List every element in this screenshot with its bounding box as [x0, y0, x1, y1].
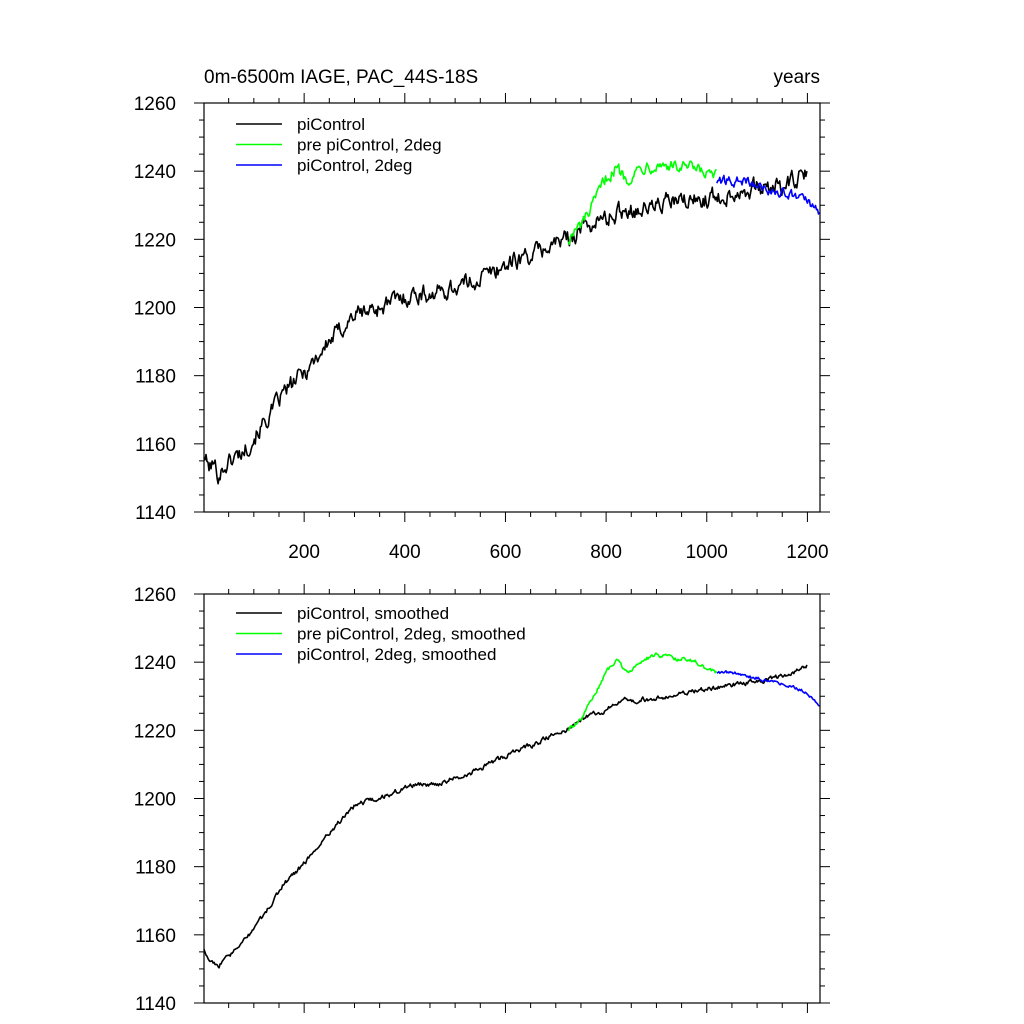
y-tick-label: 1240 [134, 653, 176, 674]
y-tick-label: 1180 [135, 858, 176, 879]
x-tick-label: 600 [490, 542, 522, 563]
x-tick-label: 1200 [786, 542, 828, 563]
y-tick-label: 1160 [135, 435, 176, 456]
series-line [716, 174, 821, 215]
tick-marks [194, 584, 830, 1013]
y-tick-label: 1180 [135, 367, 176, 388]
y-tick-label: 1140 [135, 503, 176, 524]
y-tick-label: 1260 [134, 94, 176, 115]
series-line [203, 664, 808, 969]
panel-top: 1140 1160 1180 1200 1220 1240 1260 200 400 600 80… [134, 93, 830, 563]
series-line [203, 169, 808, 485]
panel-bottom: 1140 1160 1180 1200 1220 1240 1260 piControl, … [134, 584, 830, 1015]
plot-lines [203, 652, 820, 969]
y-tick-label: 1140 [135, 994, 176, 1015]
y-tick-label: 1220 [134, 230, 176, 251]
legend-label: piControl, smoothed [297, 604, 449, 623]
series-line [567, 652, 717, 732]
x-tick-labels: 200 400 600 800 1000 1200 [288, 542, 828, 563]
chart-title-right: years [774, 67, 820, 88]
x-tick-label: 400 [389, 542, 421, 563]
legend: piControl, smoothed pre piControl, 2deg, … [236, 604, 526, 664]
series-line [567, 160, 717, 245]
y-tick-label: 1220 [134, 721, 176, 742]
tick-marks [194, 93, 830, 522]
y-tick-labels: 1140 1160 1180 1200 1220 1240 1260 [134, 585, 176, 1015]
chart-title: 0m-6500m IAGE, PAC_44S-18S [204, 67, 478, 88]
x-tick-label: 800 [590, 542, 622, 563]
legend-label: pre piControl, 2deg [297, 136, 442, 155]
y-tick-label: 1160 [135, 926, 176, 947]
y-tick-label: 1200 [134, 790, 176, 811]
x-tick-label: 1000 [686, 542, 728, 563]
legend-label: pre piControl, 2deg, smoothed [297, 625, 526, 644]
series-line [716, 669, 820, 707]
y-tick-label: 1260 [134, 585, 176, 606]
y-tick-label: 1240 [134, 162, 176, 183]
y-tick-label: 1200 [134, 299, 176, 320]
legend-label: piControl, 2deg [297, 156, 412, 175]
legend-label: piControl, 2deg, smoothed [297, 645, 496, 664]
x-tick-label: 200 [288, 542, 320, 563]
legend-label: piControl [297, 115, 365, 134]
y-tick-labels: 1140 1160 1180 1200 1220 1240 1260 [134, 94, 176, 524]
plot-lines [203, 160, 821, 485]
